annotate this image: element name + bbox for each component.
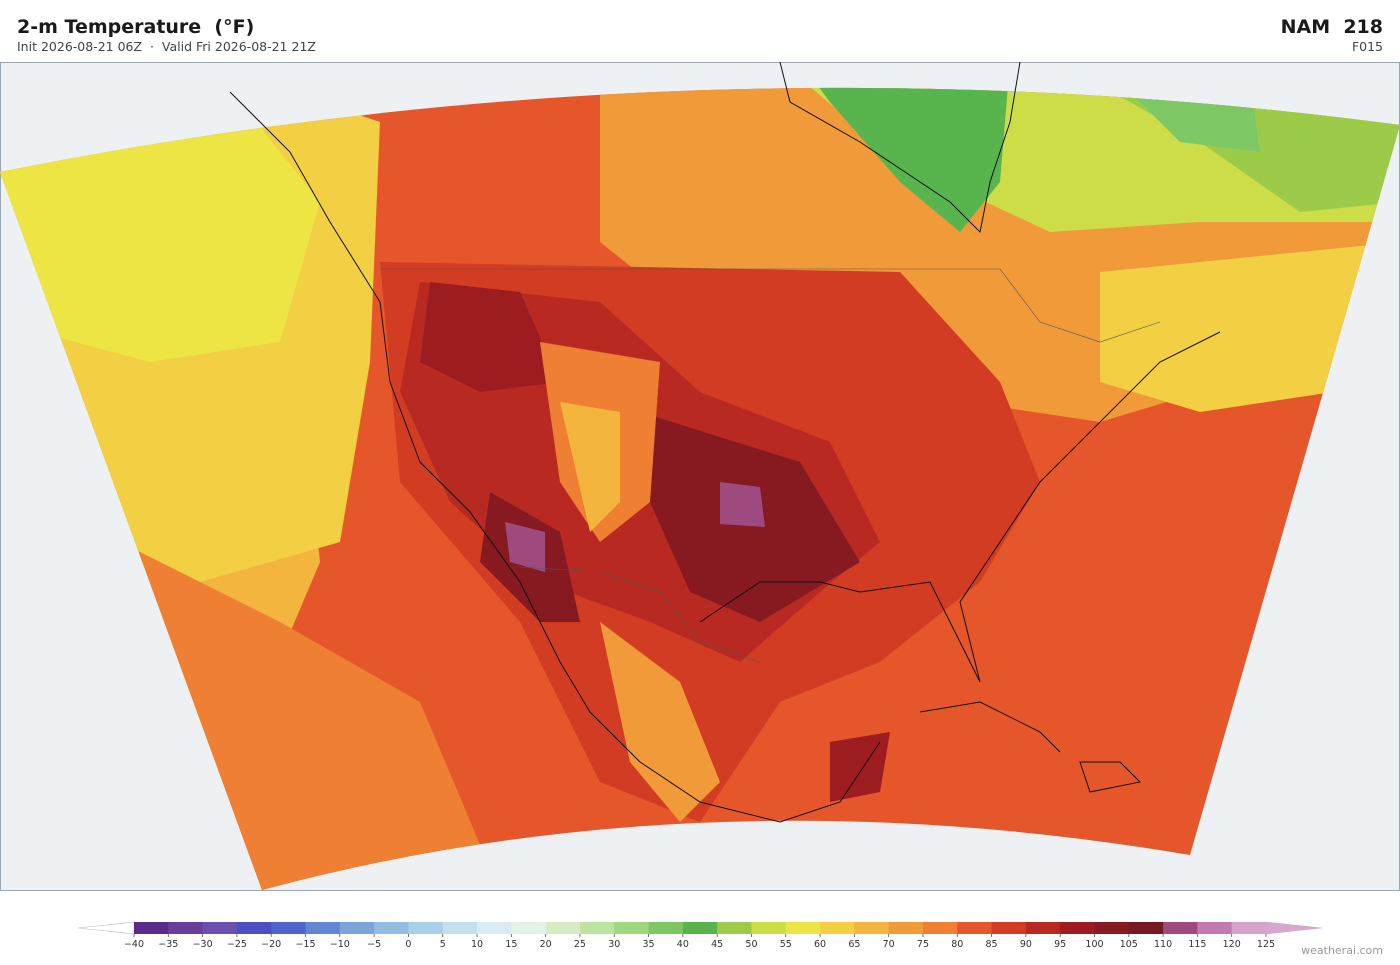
colorbar-tick-label: 60 <box>814 939 826 950</box>
colorbar-segment <box>202 922 238 934</box>
colorbar-segment <box>1163 922 1198 934</box>
colorbar-over <box>1265 921 1323 935</box>
colorbar-segment <box>168 922 204 934</box>
colorbar-tick-label: 30 <box>608 939 620 950</box>
colorbar-tick-label: 55 <box>780 939 792 950</box>
colorbar-segment <box>682 922 718 934</box>
colorbar-tick-label: 80 <box>951 939 963 950</box>
colorbar-tick-label: 35 <box>642 939 654 950</box>
colorbar-tick-label: −20 <box>261 939 281 950</box>
colorbar-tick-label: 95 <box>1054 939 1066 950</box>
colorbar-segment <box>648 922 684 934</box>
colorbar-tick-label: 105 <box>1120 939 1138 950</box>
credit: weatherai.com <box>1301 944 1383 957</box>
colorbar-segment <box>442 922 478 934</box>
map <box>0 62 1400 891</box>
colorbar-tick-label: 10 <box>471 939 483 950</box>
colorbar-tick-label: 20 <box>540 939 552 950</box>
colorbar-segment <box>408 922 444 934</box>
colorbar-tick-label: 75 <box>917 939 929 950</box>
colorbar-tick-label: 110 <box>1154 939 1172 950</box>
colorbar-segment <box>579 922 615 934</box>
colorbar-tick-label: −15 <box>295 939 315 950</box>
colorbar-segment <box>1231 922 1267 934</box>
colorbar-tick-label: −40 <box>124 939 144 950</box>
colorbar-segment <box>614 922 650 934</box>
colorbar-tick-label: 65 <box>848 939 860 950</box>
colorbar-tick-label: 50 <box>745 939 757 950</box>
colorbar-tick-label: 0 <box>405 939 411 950</box>
colorbar-segment <box>477 922 512 934</box>
colorbar-tick-label: −35 <box>158 939 178 950</box>
colorbar-segment <box>339 922 375 934</box>
colorbar-segment <box>305 922 341 934</box>
colorbar-segment <box>1094 922 1130 934</box>
colorbar-tick-label: 85 <box>986 939 998 950</box>
colorbar-segment <box>271 922 307 934</box>
colorbar-tick-label: −30 <box>193 939 213 950</box>
colorbar-tick-label: 45 <box>711 939 723 950</box>
colorbar-tick-label: 5 <box>440 939 446 950</box>
colorbar-tick-label: 70 <box>883 939 895 950</box>
colorbar-segment <box>134 922 169 934</box>
subtitle: Init 2026-08-21 06Z · Valid Fri 2026-08-… <box>17 39 316 54</box>
colorbar-tick-label: 120 <box>1223 939 1241 950</box>
model: NAM 218 <box>1280 16 1383 38</box>
colorbar-tick-label: 125 <box>1257 939 1275 950</box>
colorbar-tick-label: 15 <box>505 939 517 950</box>
colorbar-segment <box>1025 922 1061 934</box>
colorbar-segment <box>888 922 924 934</box>
colorbar-segment <box>854 922 890 934</box>
colorbar-segment <box>820 922 855 934</box>
colorbar-segment <box>991 922 1027 934</box>
colorbar-segment <box>1128 922 1164 934</box>
colorbar-under <box>77 921 135 935</box>
colorbar-segment <box>785 922 821 934</box>
forecast-hour: F015 <box>1351 39 1383 54</box>
colorbar-tick-label: 90 <box>1020 939 1032 950</box>
colorbar-segment <box>545 922 581 934</box>
colorbar-segment <box>236 922 272 934</box>
borders <box>380 268 1161 663</box>
colorbar-tick-label: 115 <box>1188 939 1206 950</box>
colorbar-segment <box>1060 922 1095 934</box>
colorbar-tick-label: 40 <box>677 939 689 950</box>
colorbar-tick-label: −10 <box>330 939 350 950</box>
colorbar-tick-label: 100 <box>1085 939 1103 950</box>
colorbar-segment <box>922 922 958 934</box>
colorbar-segment <box>374 922 409 934</box>
colorbar-segment <box>1197 922 1233 934</box>
colorbar-segment <box>957 922 993 934</box>
colorbar-segment <box>717 922 752 934</box>
coastlines <box>229 62 1221 823</box>
colorbar: −40 −35 −30 −25 −20 −15 −10 −5 0 5 10 15 20 25 30 35 40 4… <box>77 921 1323 950</box>
colorbar-segment <box>751 922 787 934</box>
colorbar-tick-label: 25 <box>574 939 586 950</box>
colorbar-segment <box>511 922 547 934</box>
title: 2-m Temperature (°F) <box>17 16 255 38</box>
colorbar-tick-label: −25 <box>227 939 247 950</box>
colorbar-tick-label: −5 <box>367 939 381 950</box>
